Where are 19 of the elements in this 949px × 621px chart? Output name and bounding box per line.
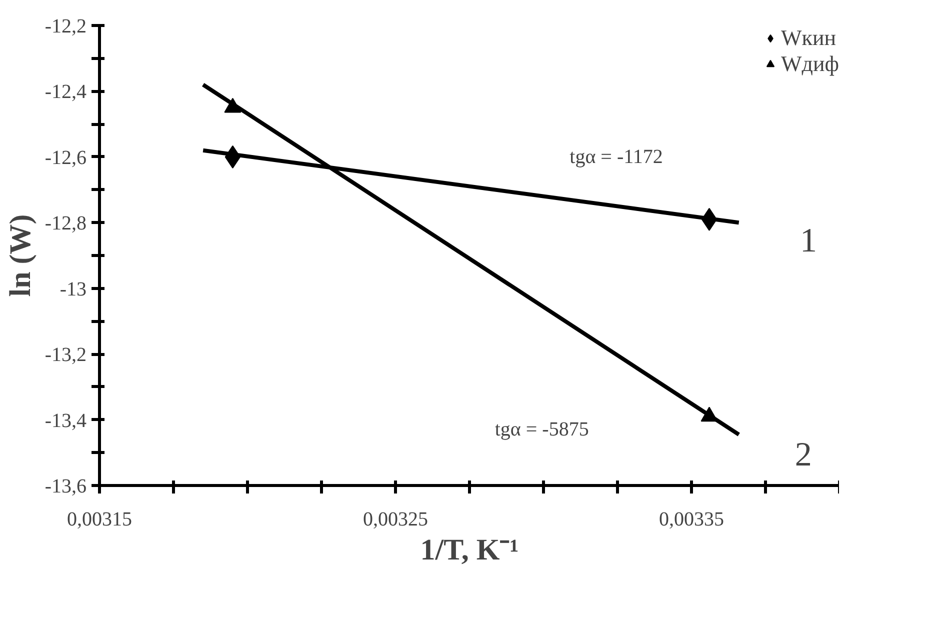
y-tick-label: -13 [60, 278, 87, 300]
y-tick-label: -12,6 [44, 146, 87, 169]
legend-label: Wдиф [781, 51, 839, 77]
y-tick-label: -12,4 [44, 81, 87, 104]
legend-label: Wкин [781, 25, 836, 51]
y-tick-label: -12,2 [44, 16, 87, 38]
annotation: 1 [800, 222, 817, 260]
x-tick-label: 0,00335 [659, 508, 724, 530]
x-axis-title: 1/T, K⁻¹ [420, 534, 519, 566]
annotation: 2 [794, 436, 812, 474]
y-axis-title: ln (W) [4, 214, 37, 297]
y-tick-label: -13,6 [44, 476, 87, 498]
x-tick-label: 0,00325 [363, 508, 428, 530]
x-tick-label: 0,00315 [67, 508, 132, 530]
y-tick-label: -13,4 [44, 410, 87, 432]
y-tick-label: -12,8 [44, 212, 87, 235]
annotation: tgα = -1172 [570, 146, 663, 168]
annotation: tgα = -5875 [494, 418, 589, 440]
y-tick-label: -13,2 [44, 344, 87, 366]
